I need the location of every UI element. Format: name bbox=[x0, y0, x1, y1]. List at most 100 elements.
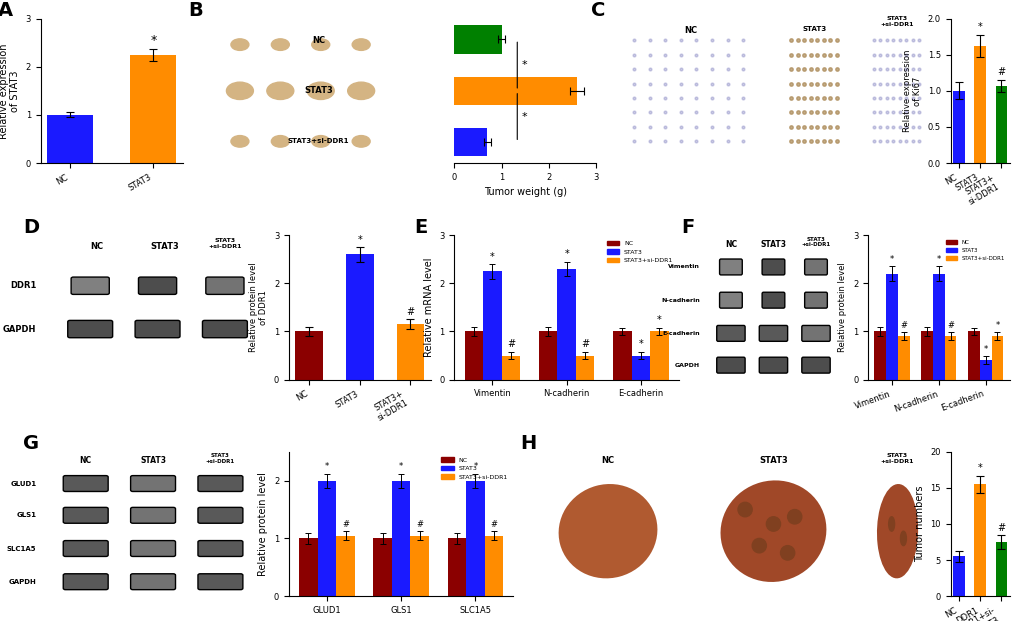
Text: *: * bbox=[889, 255, 894, 264]
Circle shape bbox=[307, 82, 334, 99]
FancyBboxPatch shape bbox=[130, 507, 175, 524]
Text: NC: NC bbox=[725, 240, 737, 248]
FancyBboxPatch shape bbox=[202, 320, 248, 338]
FancyBboxPatch shape bbox=[198, 540, 243, 556]
FancyBboxPatch shape bbox=[801, 325, 829, 342]
FancyBboxPatch shape bbox=[71, 277, 109, 294]
Text: STAT3: STAT3 bbox=[802, 26, 826, 32]
Y-axis label: Relative mRNA level: Relative mRNA level bbox=[423, 258, 433, 357]
Legend: NC, STAT3, STAT3+si-DDR1: NC, STAT3, STAT3+si-DDR1 bbox=[943, 238, 1006, 263]
Ellipse shape bbox=[719, 481, 825, 582]
Bar bbox=[47, 115, 93, 163]
Text: B: B bbox=[189, 1, 203, 20]
Text: *: * bbox=[995, 321, 999, 330]
Text: *: * bbox=[638, 339, 643, 349]
Bar bbox=[464, 332, 483, 379]
Text: NC: NC bbox=[312, 36, 325, 45]
Bar bbox=[373, 538, 391, 596]
Text: *: * bbox=[357, 235, 362, 245]
Text: GLS1: GLS1 bbox=[16, 512, 37, 519]
Bar bbox=[990, 337, 1003, 379]
Circle shape bbox=[888, 517, 894, 531]
Text: GAPDH: GAPDH bbox=[674, 363, 699, 368]
Text: NC: NC bbox=[79, 456, 92, 465]
Y-axis label: Relative expression
of Ki67: Relative expression of Ki67 bbox=[902, 50, 921, 132]
Text: A: A bbox=[0, 1, 13, 20]
Bar bbox=[897, 337, 909, 379]
Text: E-cadherin: E-cadherin bbox=[661, 331, 699, 336]
Bar bbox=[973, 484, 985, 596]
FancyBboxPatch shape bbox=[206, 277, 244, 294]
FancyBboxPatch shape bbox=[198, 574, 243, 590]
FancyBboxPatch shape bbox=[758, 325, 787, 342]
Bar bbox=[453, 76, 577, 105]
Text: *: * bbox=[982, 345, 987, 354]
FancyBboxPatch shape bbox=[716, 325, 744, 342]
Text: F: F bbox=[681, 218, 694, 237]
Text: *: * bbox=[473, 463, 477, 471]
Bar bbox=[556, 269, 576, 379]
Circle shape bbox=[347, 82, 374, 99]
Circle shape bbox=[230, 39, 249, 50]
Bar bbox=[920, 332, 932, 379]
Text: *: * bbox=[522, 112, 527, 122]
Text: N-cadherin: N-cadherin bbox=[660, 297, 699, 302]
Ellipse shape bbox=[876, 484, 917, 578]
Circle shape bbox=[787, 509, 801, 524]
Bar bbox=[317, 481, 336, 596]
Text: DDR1: DDR1 bbox=[10, 281, 37, 290]
Bar bbox=[576, 355, 594, 379]
Bar bbox=[296, 332, 323, 379]
Circle shape bbox=[900, 531, 906, 546]
Y-axis label: Relative protein level: Relative protein level bbox=[258, 472, 268, 576]
Circle shape bbox=[352, 135, 370, 147]
FancyBboxPatch shape bbox=[198, 476, 243, 491]
Bar bbox=[453, 128, 487, 156]
FancyBboxPatch shape bbox=[63, 574, 108, 590]
Text: #: # bbox=[997, 523, 1005, 533]
FancyBboxPatch shape bbox=[761, 292, 784, 308]
Bar bbox=[886, 274, 897, 379]
FancyBboxPatch shape bbox=[63, 507, 108, 524]
FancyBboxPatch shape bbox=[718, 259, 742, 275]
Bar bbox=[466, 481, 484, 596]
FancyBboxPatch shape bbox=[63, 540, 108, 556]
X-axis label: Tumor weight (g): Tumor weight (g) bbox=[483, 188, 567, 197]
FancyBboxPatch shape bbox=[718, 292, 742, 308]
Bar bbox=[447, 538, 466, 596]
Bar bbox=[538, 332, 556, 379]
Bar bbox=[391, 481, 410, 596]
Text: *: * bbox=[656, 315, 661, 325]
Circle shape bbox=[226, 82, 253, 99]
Bar bbox=[299, 538, 317, 596]
Bar bbox=[336, 535, 355, 596]
Text: #: # bbox=[406, 307, 414, 317]
Text: STAT3
+si-DDR1: STAT3 +si-DDR1 bbox=[208, 238, 242, 249]
FancyBboxPatch shape bbox=[761, 259, 784, 275]
Text: *: * bbox=[489, 252, 494, 261]
Bar bbox=[453, 25, 501, 53]
Text: STAT3: STAT3 bbox=[758, 456, 787, 465]
Text: NC: NC bbox=[91, 242, 103, 252]
Text: D: D bbox=[22, 218, 39, 237]
Text: GAPDH: GAPDH bbox=[3, 325, 37, 333]
Text: *: * bbox=[977, 463, 981, 473]
FancyBboxPatch shape bbox=[130, 476, 175, 491]
FancyBboxPatch shape bbox=[198, 507, 243, 524]
Bar bbox=[953, 556, 964, 596]
Circle shape bbox=[267, 82, 293, 99]
Text: STAT3: STAT3 bbox=[304, 86, 332, 95]
Text: #: # bbox=[900, 321, 906, 330]
Bar bbox=[967, 332, 979, 379]
Text: H: H bbox=[520, 435, 536, 453]
Text: *: * bbox=[935, 255, 941, 264]
Text: #: # bbox=[581, 339, 589, 349]
Ellipse shape bbox=[558, 484, 657, 578]
Text: G: G bbox=[22, 435, 39, 453]
Y-axis label: Relative protein level
of DDR1: Relative protein level of DDR1 bbox=[249, 263, 268, 352]
Text: E: E bbox=[414, 218, 427, 237]
Bar bbox=[345, 255, 373, 379]
Text: NC: NC bbox=[684, 26, 697, 35]
Y-axis label: Relative protein level: Relative protein level bbox=[838, 263, 847, 352]
FancyBboxPatch shape bbox=[804, 292, 826, 308]
